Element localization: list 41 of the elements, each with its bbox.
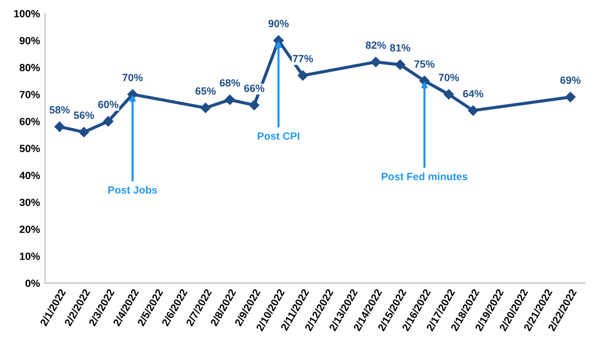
data-label: 68% bbox=[220, 79, 240, 87]
data-label: 69% bbox=[560, 76, 581, 84]
data-label: 56% bbox=[74, 112, 94, 119]
point bbox=[468, 105, 478, 116]
annotation: Post Fed minutes bbox=[382, 172, 468, 180]
annotation: Post CPI bbox=[258, 132, 300, 140]
annotation: Post Jobs bbox=[108, 186, 158, 194]
point bbox=[370, 56, 381, 68]
data-label: 75% bbox=[414, 60, 435, 68]
point bbox=[249, 100, 260, 110]
data-label: 77% bbox=[292, 54, 313, 62]
point bbox=[103, 116, 114, 126]
data-label: 70% bbox=[438, 74, 459, 82]
y-tick-label: 10% bbox=[20, 252, 40, 260]
data-label: 64% bbox=[463, 90, 484, 98]
data-label: 58% bbox=[49, 106, 70, 114]
data-label: 82% bbox=[366, 41, 386, 49]
data-label: 70% bbox=[122, 74, 143, 82]
y-tick-label: 50% bbox=[20, 144, 40, 152]
data-label: 81% bbox=[390, 44, 410, 52]
point bbox=[200, 102, 211, 113]
y-tick-label: 80% bbox=[20, 64, 40, 72]
y-tick-label: 30% bbox=[20, 198, 40, 206]
point bbox=[395, 60, 406, 70]
data-label: 60% bbox=[98, 100, 118, 108]
point bbox=[565, 92, 576, 102]
point bbox=[224, 94, 235, 105]
y-tick-label: 40% bbox=[19, 172, 40, 180]
point bbox=[78, 126, 90, 138]
y-tick-label: 100% bbox=[14, 10, 40, 18]
data-label: 90% bbox=[268, 20, 289, 28]
data-label: 66% bbox=[244, 84, 264, 92]
y-tick-label: 60% bbox=[20, 118, 40, 126]
y-tick-label: 90% bbox=[20, 36, 40, 44]
y-tick-label: 70% bbox=[20, 90, 40, 98]
point bbox=[54, 122, 65, 132]
point bbox=[298, 70, 308, 81]
point bbox=[444, 89, 454, 100]
y-tick-label: 0% bbox=[25, 280, 40, 287]
y-tick-label: 20% bbox=[20, 226, 40, 234]
data-label: 65% bbox=[195, 87, 216, 95]
